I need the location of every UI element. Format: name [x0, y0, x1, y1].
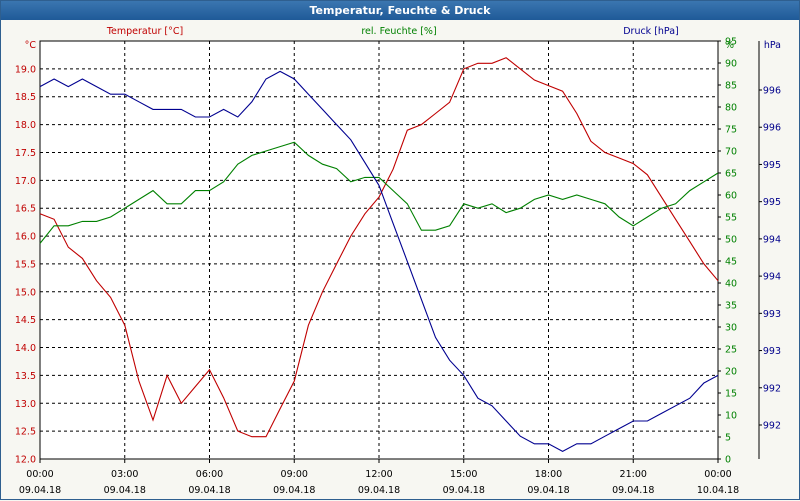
humidity-tick-label: 0 — [725, 455, 731, 466]
temperature-tick-label: 16.0 — [15, 232, 36, 243]
legend-temperature: Temperatur [°C] — [106, 26, 183, 37]
x-tick-date: 09.04.18 — [443, 485, 485, 496]
pressure-tick-label: 992 — [763, 383, 781, 394]
humidity-tick-label: 10 — [725, 411, 737, 422]
temperature-tick-label: 15.0 — [15, 287, 36, 298]
x-tick-time: 09:00 — [281, 469, 308, 480]
humidity-tick-label: 50 — [725, 235, 737, 246]
x-tick-date: 09.04.18 — [612, 485, 654, 496]
x-tick-time: 12:00 — [365, 469, 392, 480]
humidity-tick-label: 85 — [725, 81, 737, 92]
legend-pressure: Druck [hPa] — [623, 26, 679, 37]
humidity-tick-label: 15 — [725, 389, 737, 400]
x-tick-date: 09.04.18 — [273, 485, 315, 496]
x-tick-time: 18:00 — [535, 469, 562, 480]
pressure-tick-label: 993 — [763, 309, 781, 320]
legend-humidity: rel. Feuchte [%] — [361, 26, 436, 37]
pressure-unit-label: hPa — [764, 40, 781, 51]
pressure-tick-label: 992 — [763, 421, 781, 432]
humidity-tick-label: 55 — [725, 213, 737, 224]
temperature-tick-label: 15.5 — [15, 259, 36, 270]
temperature-tick-label: 13.5 — [15, 371, 36, 382]
x-tick-time: 15:00 — [450, 469, 477, 480]
humidity-tick-label: 80 — [725, 103, 737, 114]
pressure-tick-label: 996 — [763, 86, 781, 97]
pressure-tick-label: 993 — [763, 346, 781, 357]
x-tick-date: 09.04.18 — [527, 485, 569, 496]
x-tick-time: 00:00 — [704, 469, 731, 480]
pressure-tick-label: 995 — [763, 160, 781, 171]
temperature-tick-label: 18.5 — [15, 92, 36, 103]
humidity-tick-label: 70 — [725, 147, 737, 158]
humidity-tick-label: 60 — [725, 191, 737, 202]
x-tick-time: 06:00 — [196, 469, 223, 480]
temperature-tick-label: 12.0 — [15, 455, 36, 466]
x-tick-time: 03:00 — [111, 469, 138, 480]
x-tick-date: 09.04.18 — [19, 485, 61, 496]
humidity-tick-label: 95 — [725, 37, 737, 48]
humidity-tick-label: 45 — [725, 257, 737, 268]
x-tick-date: 09.04.18 — [188, 485, 230, 496]
temperature-tick-label: 12.5 — [15, 427, 36, 438]
humidity-tick-label: 5 — [725, 433, 731, 444]
x-tick-date: 10.04.18 — [697, 485, 739, 496]
temperature-tick-label: 16.5 — [15, 204, 36, 215]
pressure-tick-label: 994 — [763, 272, 781, 283]
pressure-tick-label: 995 — [763, 197, 781, 208]
x-tick-time: 00:00 — [26, 469, 53, 480]
humidity-tick-label: 20 — [725, 367, 737, 378]
series-line-temperature — [39, 57, 719, 438]
humidity-tick-label: 25 — [725, 345, 737, 356]
series-line-pressure — [39, 70, 719, 453]
series-line-humidity — [39, 141, 719, 244]
x-tick-date: 09.04.18 — [358, 485, 400, 496]
humidity-tick-label: 75 — [725, 125, 737, 136]
temperature-tick-label: 17.5 — [15, 148, 36, 159]
temperature-tick-label: 13.0 — [15, 399, 36, 410]
temperature-tick-label: 18.0 — [15, 120, 36, 131]
temperature-tick-label: 14.0 — [15, 343, 36, 354]
humidity-tick-label: 30 — [725, 323, 737, 334]
x-tick-time: 21:00 — [620, 469, 647, 480]
temperature-tick-label: 17.0 — [15, 176, 36, 187]
window-title: Temperatur, Feuchte & Druck — [1, 1, 799, 20]
humidity-unit-label: % — [725, 40, 734, 51]
temperature-tick-label: 14.5 — [15, 315, 36, 326]
pressure-tick-label: 994 — [763, 234, 781, 245]
x-tick-date: 09.04.18 — [104, 485, 146, 496]
pressure-tick-label: 996 — [763, 123, 781, 134]
humidity-tick-label: 65 — [725, 169, 737, 180]
humidity-tick-label: 90 — [725, 59, 737, 70]
temperature-unit-label: °C — [25, 40, 37, 51]
humidity-tick-label: 40 — [725, 279, 737, 290]
temperature-tick-label: 19.0 — [15, 64, 36, 75]
humidity-tick-label: 35 — [725, 301, 737, 312]
